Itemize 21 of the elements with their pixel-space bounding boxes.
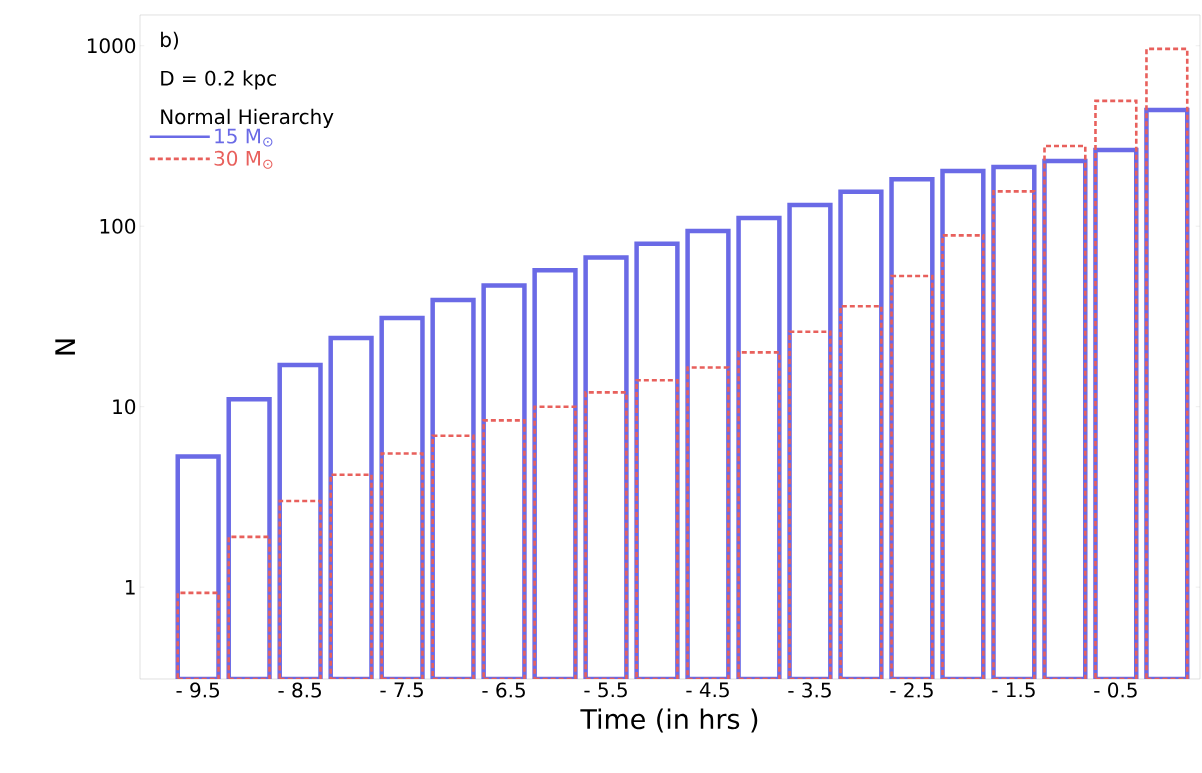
x-axis-title: Time (in hrs ) (580, 708, 758, 733)
x-tick-label: - 3.5 (788, 682, 831, 698)
y-tick-label: 100 (100, 218, 136, 234)
legend-label: 15 M$_{⊙}$ (215, 128, 273, 147)
y-axis-title: N (55, 339, 75, 355)
x-tick-label: - 7.5 (380, 682, 423, 698)
y-tick-label: 1000 (87, 38, 136, 54)
annotation: D = 0.2 kpc (161, 70, 276, 90)
legend-label: 30 M$_{⊙}$ (214, 150, 273, 169)
x-tick-label: - 6.5 (482, 682, 525, 698)
y-tick-label: 1 (126, 579, 135, 595)
x-tick-label: - 5.5 (584, 682, 627, 698)
x-tick-label: - 0.5 (1094, 682, 1137, 698)
x-tick-label: - 4.5 (686, 682, 729, 698)
x-tick-label: - 8.5 (278, 682, 321, 698)
x-tick-label: - 1.5 (992, 682, 1035, 698)
x-tick-label: - 2.5 (890, 682, 933, 698)
annotation: Normal Hierarchy (161, 108, 334, 129)
x-tick-label: - 9.5 (176, 682, 219, 698)
annotation: b) (161, 31, 179, 50)
y-tick-label: 10 (113, 399, 136, 415)
